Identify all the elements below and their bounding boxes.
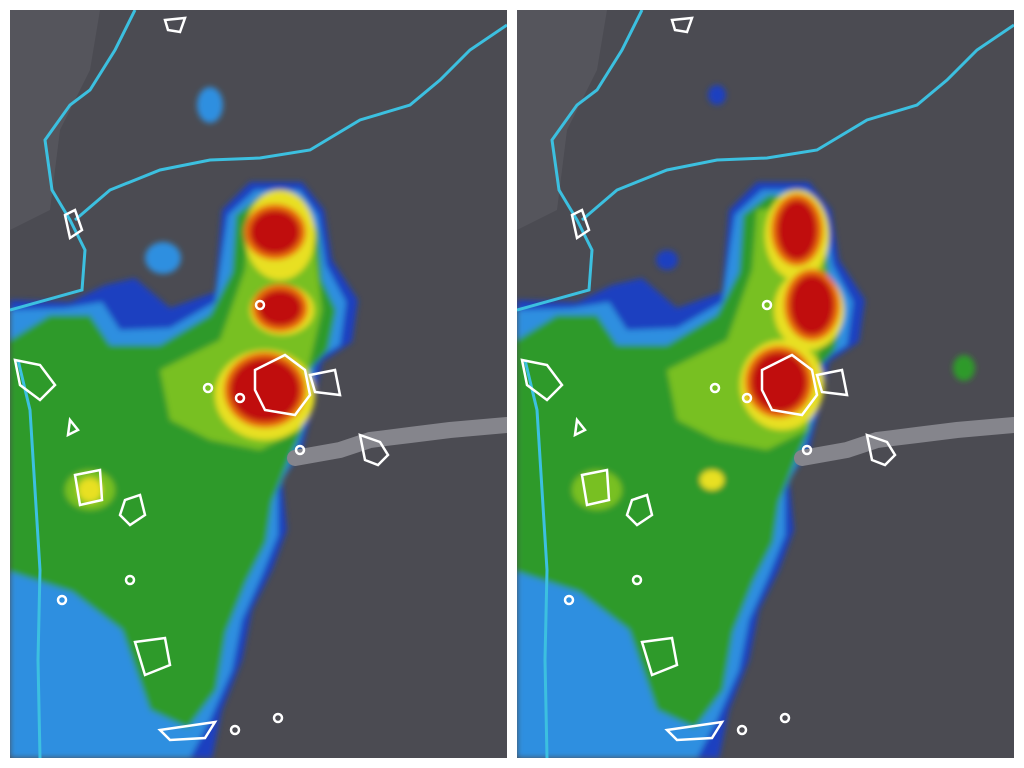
- road-band: [794, 417, 1014, 466]
- boundary-outline: [13, 358, 57, 402]
- boundary-outline: [63, 208, 84, 241]
- rain-cell-red: [230, 358, 300, 422]
- rain-cell-blue: [656, 250, 678, 270]
- boundary-outline: [741, 392, 753, 404]
- rain-cell-red: [258, 290, 302, 326]
- precipitation-map: [10, 10, 507, 758]
- river-line: [10, 10, 137, 312]
- boundary-outline: [294, 444, 306, 456]
- boundary-outline: [664, 720, 725, 742]
- rain-cell-blue: [145, 242, 181, 274]
- boundary-outline: [66, 416, 80, 438]
- boundary-outline: [573, 416, 587, 438]
- rain-cell-red: [790, 275, 834, 335]
- boundary-outline: [234, 392, 246, 404]
- boundary-outline: [124, 574, 136, 586]
- boundary-outline: [761, 299, 773, 311]
- boundary-outline: [779, 712, 791, 724]
- boundary-outline: [133, 636, 172, 677]
- terrain-shading: [517, 10, 607, 230]
- rain-cell-blue: [197, 87, 223, 123]
- rain-cell-green: [953, 355, 975, 381]
- boundary-outline: [736, 724, 748, 736]
- precipitation-map: [517, 10, 1014, 758]
- boundary-outline: [520, 358, 564, 402]
- boundary-outline: [163, 16, 187, 34]
- boundary-outline: [202, 382, 214, 394]
- boundary-outline: [56, 594, 68, 606]
- rain-cell-yellow: [700, 470, 724, 490]
- border-line: [74, 23, 507, 222]
- rain-cell-blue: [708, 85, 726, 105]
- boundary-outline: [229, 724, 241, 736]
- boundary-outline: [570, 208, 591, 241]
- rain-cell-red: [250, 210, 300, 254]
- boundary-outline: [254, 299, 266, 311]
- boundary-outline: [253, 353, 312, 417]
- boundary-outline: [631, 574, 643, 586]
- rain-cell-yellow: [78, 478, 102, 502]
- boundary-outline: [563, 594, 575, 606]
- boundary-outline: [73, 468, 104, 507]
- boundary-outline: [272, 712, 284, 724]
- terrain-shading: [10, 10, 100, 230]
- boundary-outline: [670, 16, 694, 34]
- boundary-outline: [760, 353, 819, 417]
- boundary-outline: [640, 636, 679, 677]
- river-line: [523, 359, 549, 758]
- boundary-outline: [815, 368, 849, 397]
- boundary-outline: [801, 444, 813, 456]
- border-line: [581, 23, 1014, 222]
- boundary-outline: [580, 468, 611, 507]
- boundary-outline: [865, 433, 897, 467]
- boundary-outline: [625, 493, 654, 527]
- river-line: [16, 359, 42, 758]
- boundary-outline: [308, 368, 342, 397]
- map-panel-left: [10, 10, 507, 758]
- boundary-outline: [157, 720, 218, 742]
- boundary-outline: [709, 382, 721, 394]
- boundary-outline: [118, 493, 147, 527]
- rain-cell-red: [777, 200, 817, 260]
- boundary-outline: [358, 433, 390, 467]
- map-panel-right: [517, 10, 1014, 758]
- road-band: [287, 417, 507, 466]
- river-line: [517, 10, 644, 312]
